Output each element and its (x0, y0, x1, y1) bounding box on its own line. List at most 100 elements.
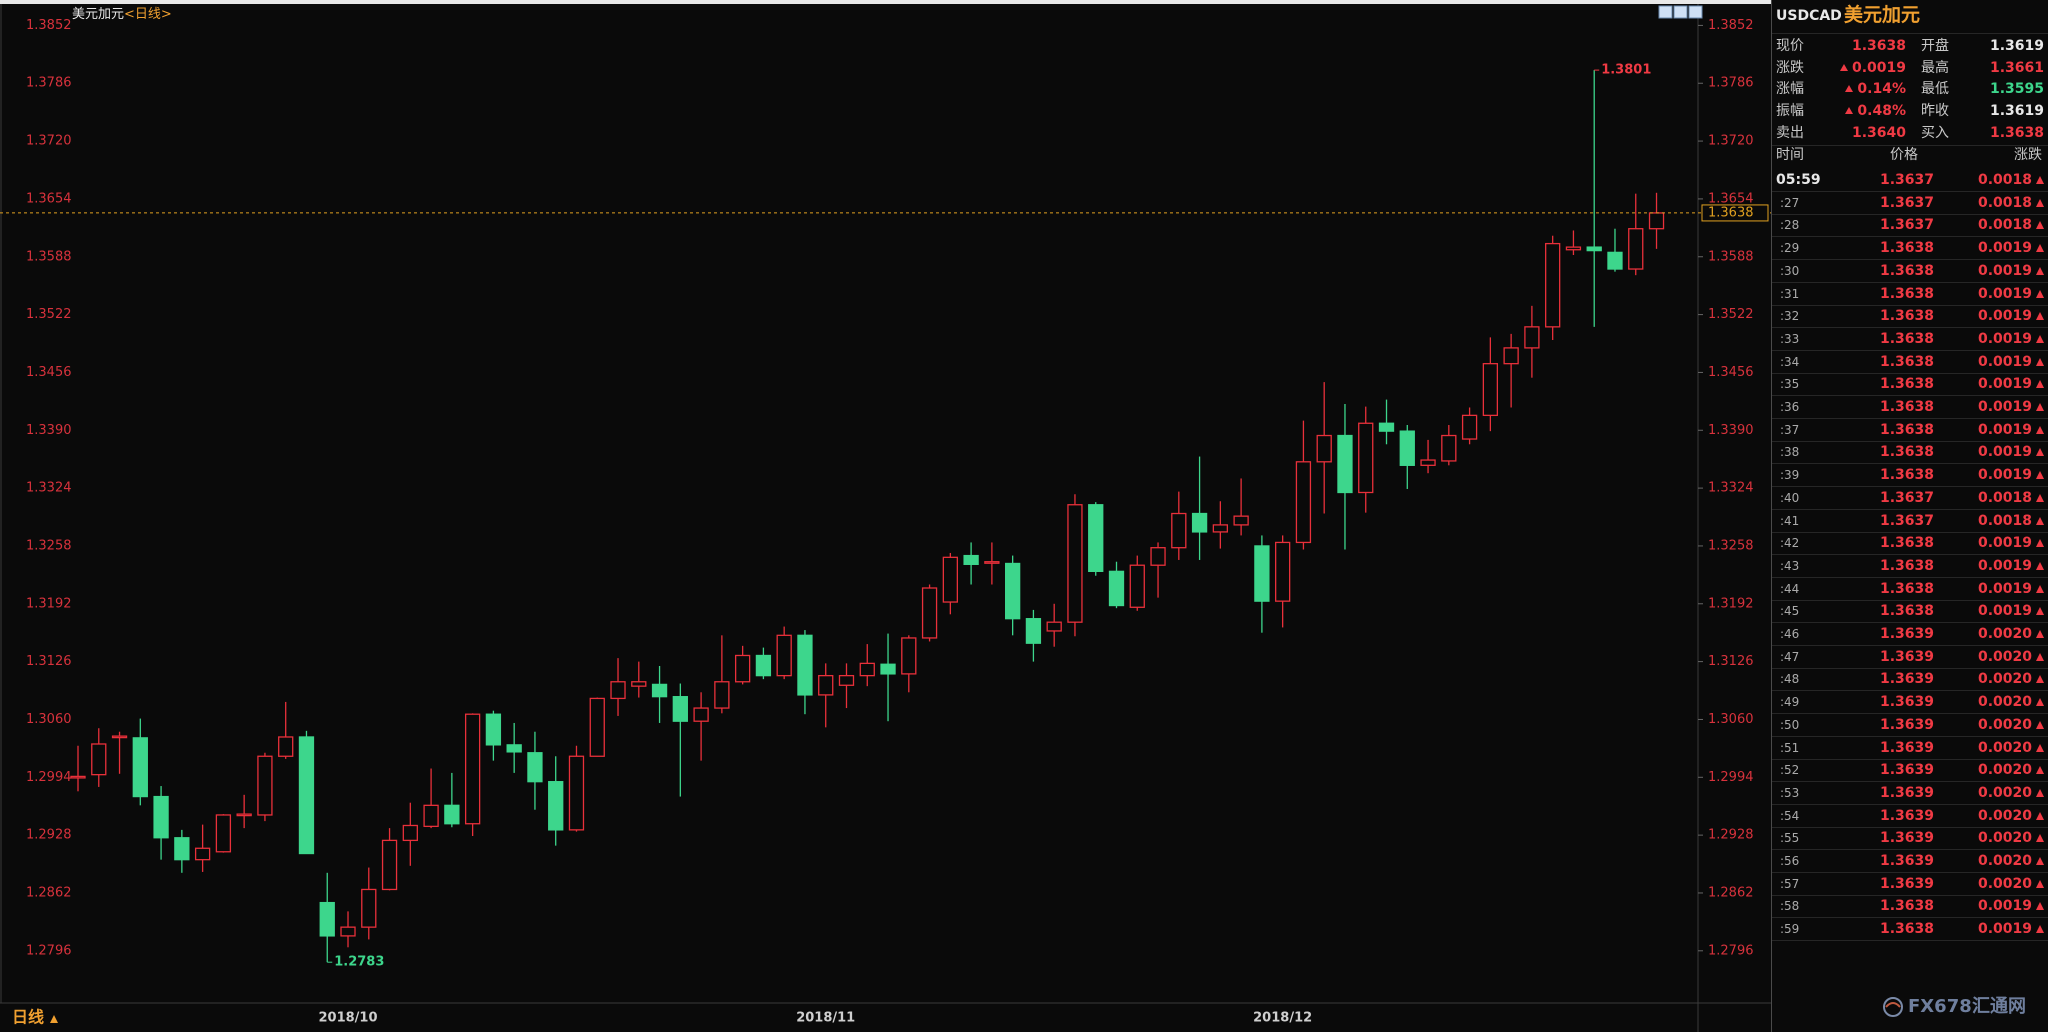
tick-time: :55 (1780, 831, 1800, 846)
separator (1772, 281, 2048, 283)
quote-label: 卖出 (1776, 124, 1804, 141)
separator (1772, 508, 2048, 510)
candle-body (693, 707, 709, 722)
candle-body (319, 901, 335, 937)
tick-time: :59 (1780, 922, 1800, 937)
tick-price: 1.3639 (1879, 853, 1934, 869)
separator (1772, 213, 2048, 215)
tool-button[interactable] (1658, 5, 1673, 19)
tick-price: 1.3638 (1879, 353, 1934, 370)
tick-arrow (2036, 493, 2044, 502)
tick-price: 1.3639 (1879, 626, 1934, 642)
candle-body (1441, 434, 1457, 462)
quote-panel: USDCAD 美元加元 FX678 汇通网 现价 1.3638 开盘 1.3619 涨跌… (1771, 0, 2048, 1032)
candle-body (1212, 524, 1228, 533)
toolbar[interactable] (1658, 5, 1703, 19)
candle-body (1108, 570, 1125, 607)
logo-name: 汇通网 (1972, 996, 2026, 1017)
column-header: 时间 (1776, 147, 1804, 163)
tick-price: 1.3639 (1879, 807, 1934, 824)
tick-change: 0.0020 (1977, 830, 2032, 847)
period-arrow[interactable] (50, 1015, 58, 1023)
quote-label: 昨收 (1921, 103, 1949, 120)
separator (1772, 349, 2048, 351)
separator (1772, 372, 2048, 374)
tick-time: :57 (1780, 876, 1800, 891)
separator (1772, 33, 2048, 34)
separator (1772, 622, 2048, 624)
tick-arrow (2036, 720, 2044, 729)
separator (1772, 236, 2048, 238)
quote-value: 1.3661 (1989, 59, 2044, 76)
price-tag (1701, 204, 1769, 222)
y2-tick-label: 1.2862 (1708, 885, 1754, 900)
y-tick-label: 1.3852 (26, 18, 72, 33)
separator (1772, 781, 2048, 783)
tick-change: 0.0018 (1977, 512, 2032, 529)
candle-body (423, 804, 439, 828)
y2-tick-label: 1.3390 (1708, 423, 1754, 438)
candle-body (1420, 459, 1436, 466)
tick-arrow (2036, 675, 2044, 684)
candle-body (1337, 434, 1353, 494)
tick-change: 0.0019 (1977, 353, 2032, 370)
tick-time: :34 (1780, 354, 1800, 369)
tick-change: 0.0020 (1977, 875, 2032, 892)
candle-body (1378, 422, 1395, 432)
candle-body (70, 775, 86, 779)
y2-tick-label: 1.3786 (1708, 76, 1754, 91)
tick-change: 0.0019 (1977, 444, 2032, 461)
tick-time: :50 (1780, 717, 1800, 732)
tick-price: 1.3638 (1879, 580, 1934, 597)
logo: FX678 汇通网 (1882, 994, 2047, 1020)
tick-time: :53 (1780, 785, 1800, 800)
top-strip (0, 0, 1771, 4)
quote-label: 涨幅 (1776, 81, 1804, 98)
candle-body (153, 795, 169, 839)
tick-arrow (2036, 879, 2044, 888)
candle-body (464, 713, 481, 825)
tick-arrow (2036, 743, 2044, 752)
candle-body (672, 696, 688, 722)
candle-body (1005, 562, 1021, 620)
tick-change: 0.0019 (1977, 467, 2032, 484)
separator (1772, 599, 2048, 601)
tick-price: 1.3637 (1879, 217, 1934, 234)
tick-time: :43 (1780, 558, 1800, 573)
tick-time: :49 (1780, 695, 1800, 710)
separator (1772, 713, 2048, 715)
candle-body (921, 587, 938, 639)
candle-body (651, 683, 668, 698)
y2-tick-label: 1.3522 (1708, 307, 1754, 322)
tick-time: :29 (1780, 241, 1800, 256)
y2-tick-label: 1.2928 (1708, 828, 1754, 843)
tick-change: 0.0019 (1977, 421, 2032, 438)
tool-button[interactable] (1688, 5, 1703, 19)
tool-button[interactable] (1673, 5, 1688, 19)
y-tick-label: 1.3588 (26, 249, 72, 264)
candle-body (1628, 228, 1644, 270)
tick-arrow (2036, 471, 2044, 480)
quote-label: 买入 (1921, 124, 1949, 141)
candle-body (610, 681, 626, 700)
tick-time: :27 (1780, 195, 1800, 210)
tick-change: 0.0020 (1977, 853, 2032, 869)
tick-price: 1.3638 (1879, 262, 1934, 279)
tick-arrow (2036, 334, 2044, 343)
tick-time: :51 (1780, 740, 1800, 755)
tick-change: 0.0020 (1977, 626, 2032, 642)
quote-value: 0.48% (1845, 100, 1906, 122)
tick-arrow (2036, 630, 2044, 638)
separator (1772, 917, 2048, 919)
tick-change: 0.0020 (1977, 739, 2032, 756)
tick-change: 0.0020 (1977, 762, 2032, 779)
tick-price: 1.3637 (1879, 172, 1934, 188)
candle-body (1233, 515, 1249, 526)
y2-tick-label: 1.3720 (1708, 134, 1754, 149)
separator (1772, 463, 2048, 465)
quote-value: 0.14% (1845, 78, 1906, 100)
candle-body (1524, 326, 1540, 349)
period-button[interactable]: 日线 (12, 1008, 44, 1027)
candle-body (1461, 414, 1478, 440)
tick-time: :30 (1780, 263, 1800, 278)
